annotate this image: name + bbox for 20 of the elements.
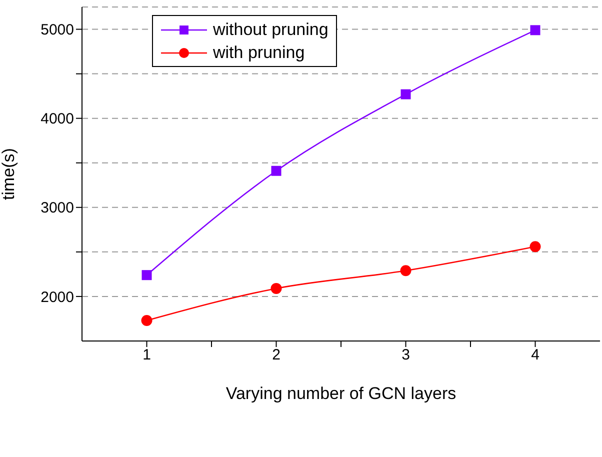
point xyxy=(530,25,540,36)
point xyxy=(271,166,282,176)
y-tick-label: 4000 xyxy=(40,110,74,128)
y-tick-label: 2000 xyxy=(40,288,74,306)
y-tick-label: 5000 xyxy=(40,22,74,39)
point xyxy=(400,265,412,276)
point xyxy=(142,270,152,280)
point xyxy=(141,315,152,326)
x-axis-title: Varying number of GCN layers xyxy=(226,384,456,403)
y-tick-label: 3000 xyxy=(40,200,74,217)
x-tick-label: 1 xyxy=(142,346,151,364)
x-tick-label: 2 xyxy=(272,346,280,364)
point xyxy=(270,282,282,294)
legend-label: without pruning xyxy=(213,20,328,40)
y-axis-title: time(s) xyxy=(0,148,18,200)
legend-label: with pruning xyxy=(213,42,305,62)
point xyxy=(400,89,411,100)
x-tick-label: 3 xyxy=(402,346,410,364)
x-tick-label: 4 xyxy=(531,346,540,364)
point xyxy=(530,241,541,252)
